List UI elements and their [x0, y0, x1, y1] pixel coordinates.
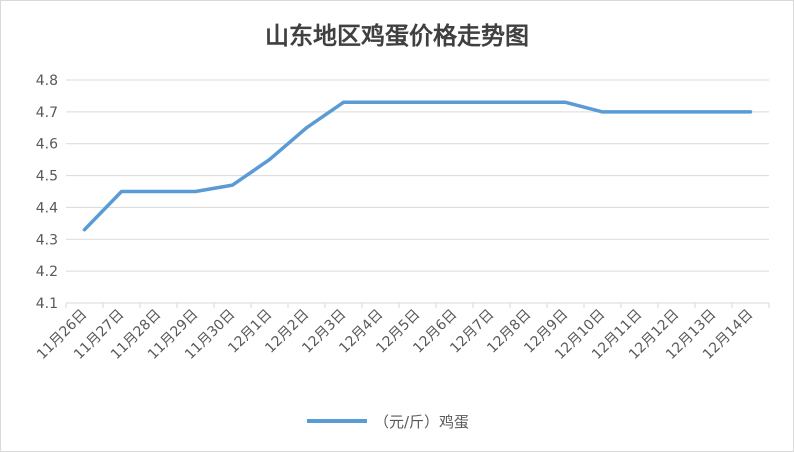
data-point [194, 190, 197, 193]
y-tick-label: 4.4 [36, 200, 58, 216]
y-tick-label: 4.2 [36, 264, 58, 280]
data-point [268, 158, 271, 162]
data-point [675, 110, 678, 114]
data-point [564, 100, 567, 104]
series-lines [82, 100, 753, 232]
y-tick-label: 4.6 [36, 137, 58, 153]
data-point [379, 100, 382, 104]
x-axis-ticks [65, 303, 770, 308]
data-point [527, 100, 530, 104]
data-point [231, 183, 234, 187]
x-axis-labels: 11月26日11月27日11月28日11月29日11月30日12月1日12月2日… [34, 307, 756, 363]
data-point [305, 126, 308, 130]
y-tick-label: 4.7 [36, 105, 58, 121]
series-line [82, 100, 753, 232]
data-point [416, 100, 419, 104]
data-point [638, 110, 641, 114]
y-axis-labels: 4.1 4.2 4.3 4.4 4.5 4.6 4.7 4.8 [36, 73, 58, 312]
data-point [157, 190, 160, 193]
data-point [712, 110, 715, 114]
y-tick-label: 4.5 [36, 169, 58, 185]
data-point [453, 100, 456, 104]
data-point [490, 100, 493, 104]
y-tick-label: 4.1 [36, 296, 58, 312]
data-point [120, 190, 123, 193]
grid-lines [66, 79, 769, 304]
data-point [83, 228, 86, 232]
chart-title: 山东地区鸡蛋价格走势图 [265, 22, 529, 50]
y-tick-label: 4.3 [36, 232, 58, 248]
data-point [749, 110, 752, 114]
data-point [342, 100, 345, 104]
y-tick-label: 4.8 [36, 73, 58, 89]
data-point [601, 110, 604, 114]
legend-label: （元/斤）鸡蛋 [374, 413, 469, 431]
legend: （元/斤）鸡蛋 [307, 413, 469, 431]
